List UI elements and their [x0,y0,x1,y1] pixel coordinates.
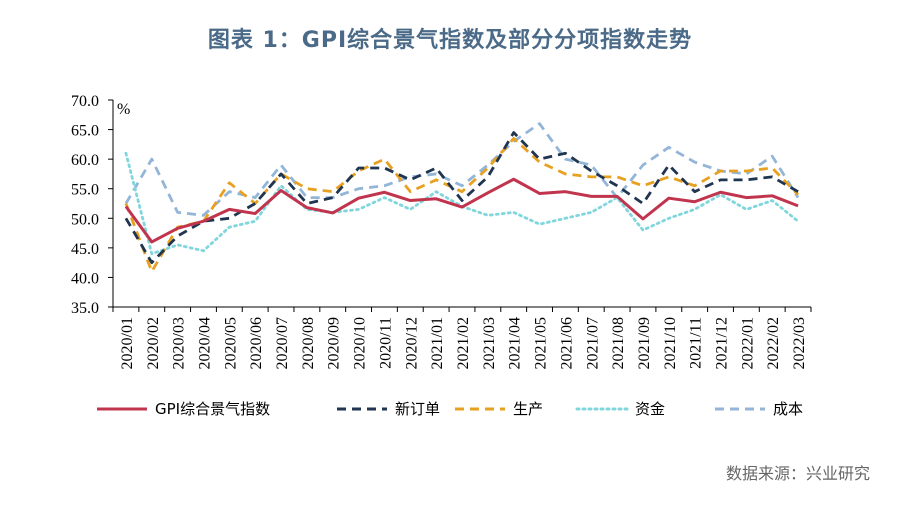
x-tick-label: 2020/07 [274,317,291,369]
x-tick-labels: 2020/01 2020/02 2020/03 2020/04 2020/05 2020/… [119,317,808,369]
x-tick-label: 2021/03 [481,317,498,369]
x-tick-label: 2020/12 [403,317,420,369]
series-line-1 [124,131,799,265]
series-line-0 [124,177,799,244]
x-tick-label: 2022/03 [791,317,808,369]
chart-title: 图表 1：GPI综合景气指数及部分分项指数走势 [207,28,693,53]
x-tick-label: 2020/06 [248,317,265,369]
x-tick-label: 2020/08 [300,317,317,369]
x-tick-label: 2021/11 [688,317,705,369]
x-tick-label: 2020/10 [352,317,369,369]
y-tick-label: 65.0 [71,123,99,140]
x-tick-label: 2022/01 [739,317,756,369]
data-source-note: 数据来源：兴业研究 [725,464,870,483]
legend-label-2: 生产 [513,400,543,418]
legend-label-1: 新订单 [395,400,440,418]
series-line-2 [124,137,800,273]
legend-label-3: 资金 [635,400,665,418]
x-tick-label: 2020/02 [145,317,162,369]
y-tick-label: 50.0 [71,211,99,228]
x-tick-label: 2021/07 [584,317,601,369]
x-tick-label: 2020/11 [377,317,394,369]
y-tick-label: 60.0 [71,152,99,169]
y-tick-label: 55.0 [71,182,99,199]
series-line-4 [124,122,800,217]
legend: GPI综合景气指数 新订单 生产 资金 成本 [97,400,803,418]
x-tick-label: 2021/08 [610,317,627,369]
x-tick-label: 2020/04 [196,317,213,369]
x-tick-label: 2020/09 [326,317,343,369]
y-tick-labels: 70.0 65.0 60.0 55.0 50.0 45.0 40.0 35.0 [71,93,99,317]
x-tick-label: 2021/06 [558,317,575,369]
x-tick-label: 2021/10 [662,317,679,369]
x-tick-label: 2020/01 [119,317,136,369]
x-tick-label: 2020/05 [222,317,239,369]
y-tick-label: 35.0 [71,300,99,317]
y-tick-label: 45.0 [71,241,99,258]
x-tick-label: 2020/03 [171,317,188,369]
x-tick-label: 2021/02 [455,317,472,369]
legend-label-0: GPI综合景气指数 [155,400,270,418]
y-tick-label: 70.0 [71,93,99,110]
x-tick-label: 2021/01 [429,317,446,369]
series-line-3 [124,151,800,256]
x-tick-label: 2021/04 [507,317,524,369]
y-tick-label: 40.0 [71,270,99,287]
chart-axes [108,99,812,312]
series-lines [124,122,800,273]
x-tick-label: 2021/05 [533,317,550,369]
x-tick-label: 2021/12 [714,317,731,369]
y-axis-unit-label: % [117,101,130,118]
x-tick-label: 2021/09 [636,317,653,369]
x-tick-label: 2022/02 [765,317,782,369]
legend-label-4: 成本 [773,400,803,418]
